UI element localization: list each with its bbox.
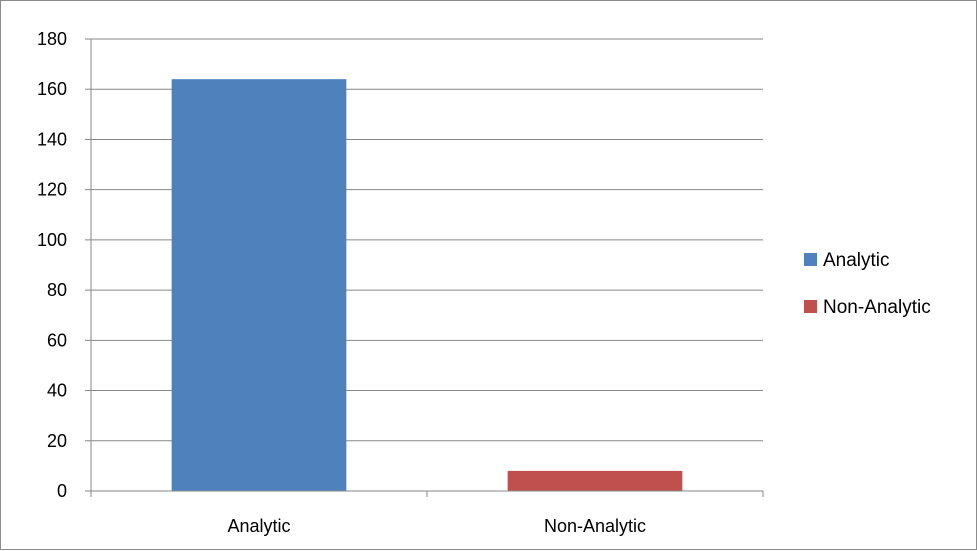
y-tick-label: 140: [37, 129, 67, 149]
y-tick-label: 80: [47, 280, 67, 300]
bar-analytic: [171, 79, 347, 491]
y-tick-labels: 0 20 40 60 80 100 120 140 160 180: [37, 29, 67, 501]
y-tick-label: 60: [47, 330, 67, 350]
bars: [171, 79, 683, 491]
legend-label: Non-Analytic: [823, 297, 931, 318]
x-tick-label: Analytic: [227, 516, 290, 536]
y-tick-label: 160: [37, 79, 67, 99]
legend: Analytic Non-Analytic: [804, 250, 931, 318]
legend-swatch: [804, 253, 817, 266]
y-tick-label: 20: [47, 431, 67, 451]
bar-non-analytic: [507, 470, 683, 491]
x-tick-labels: Analytic Non-Analytic: [227, 516, 646, 536]
x-tick-label: Non-Analytic: [544, 516, 646, 536]
y-tick-label: 100: [37, 230, 67, 250]
axes: [85, 38, 764, 497]
legend-label: Analytic: [823, 250, 890, 271]
y-tick-label: 120: [37, 180, 67, 200]
legend-swatch: [804, 300, 817, 313]
y-tick-label: 40: [47, 381, 67, 401]
y-tick-label: 0: [57, 481, 67, 501]
y-tick-label: 180: [37, 29, 67, 49]
